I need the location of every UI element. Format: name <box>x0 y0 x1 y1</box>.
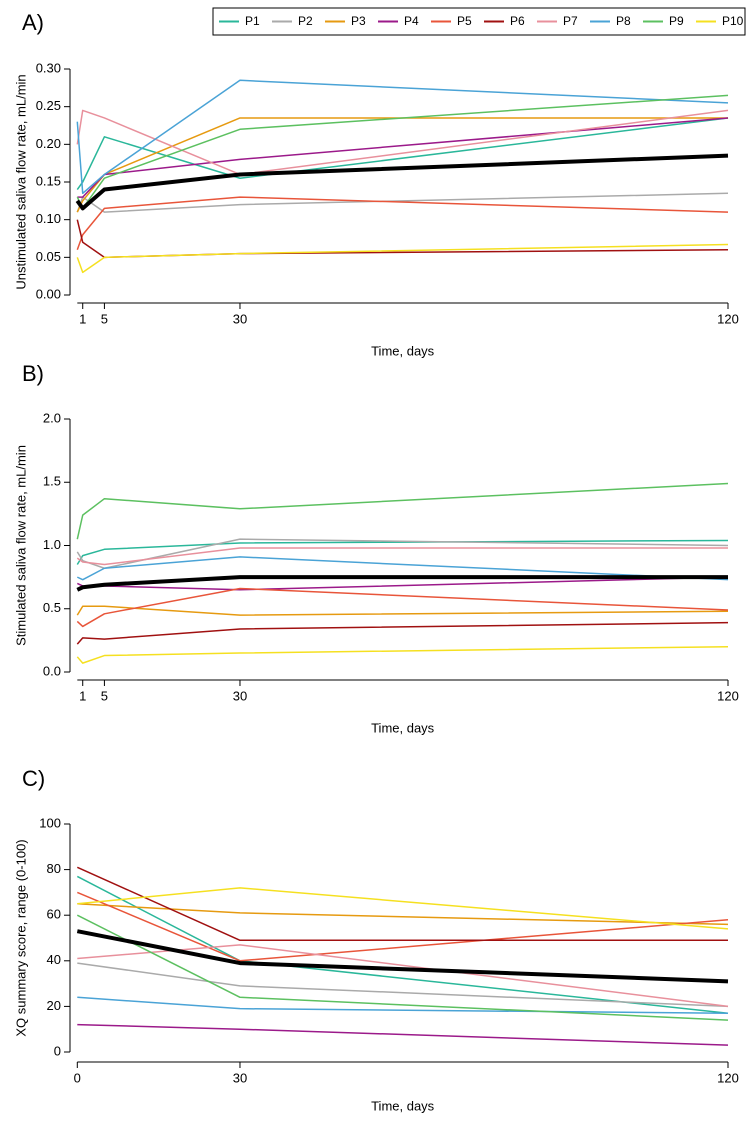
series-line <box>77 887 729 930</box>
y-tick-label: 0.10 <box>36 211 61 226</box>
series-line <box>77 996 729 1014</box>
y-axis-label: XQ summary score, range (0-100) <box>13 839 28 1036</box>
panel-title: C) <box>22 766 45 791</box>
y-tick-label: 20 <box>47 998 61 1013</box>
x-tick-label: 0 <box>74 1070 81 1085</box>
series-line <box>76 192 729 213</box>
legend-label: P6 <box>510 14 525 28</box>
series-line <box>77 1023 729 1046</box>
x-axis-label: Time, days <box>371 1098 435 1113</box>
series-line <box>76 605 729 616</box>
legend-label: P8 <box>616 14 631 28</box>
series-line <box>76 621 729 645</box>
mean-line <box>75 153 729 211</box>
x-tick-label: 30 <box>233 688 247 703</box>
series-line <box>76 556 729 581</box>
legend-label: P10 <box>722 14 744 28</box>
y-tick-label: 60 <box>47 907 61 922</box>
y-tick-label: 80 <box>47 861 61 876</box>
series-line <box>76 219 729 259</box>
y-axis-label: Stimulated saliva flow rate, mL/min <box>13 445 28 646</box>
legend-box <box>212 7 746 36</box>
x-tick-label: 5 <box>101 688 108 703</box>
y-tick-label: 0.30 <box>36 60 61 75</box>
y-tick-label: 0.20 <box>36 136 61 151</box>
series-line <box>77 891 729 962</box>
series-line <box>76 117 729 190</box>
y-tick-label: 0.25 <box>36 98 61 113</box>
series-line <box>77 962 729 1008</box>
legend-label: P7 <box>563 14 578 28</box>
x-axis-label: Time, days <box>371 343 435 358</box>
mean-line <box>76 575 728 592</box>
x-tick-label: 30 <box>233 311 247 326</box>
series-line <box>77 944 729 1008</box>
y-tick-label: 0.0 <box>43 663 61 678</box>
series-line <box>76 645 729 664</box>
legend-label: P2 <box>298 14 313 28</box>
x-tick-label: 30 <box>233 1070 247 1085</box>
y-tick-label: 0.05 <box>36 249 61 264</box>
x-tick-label: 1 <box>79 311 86 326</box>
series-line <box>76 482 729 540</box>
series-line <box>76 587 729 628</box>
x-axis-label: Time, days <box>371 720 435 735</box>
panel-title: A) <box>22 10 44 35</box>
x-tick-label: 1 <box>79 688 86 703</box>
series-line <box>76 94 729 210</box>
series-line <box>76 79 729 195</box>
y-tick-label: 1.0 <box>43 537 61 552</box>
legend-label: P4 <box>404 14 419 28</box>
y-tick-label: 100 <box>39 815 61 830</box>
y-tick-label: 2.0 <box>43 410 61 425</box>
y-tick-label: 0 <box>54 1043 61 1058</box>
legend-label: P1 <box>245 14 260 28</box>
series-line <box>76 547 728 566</box>
series-line <box>77 903 729 926</box>
x-tick-label: 120 <box>717 311 739 326</box>
x-tick-label: 120 <box>717 688 739 703</box>
x-tick-label: 5 <box>101 311 108 326</box>
y-tick-label: 0.5 <box>43 600 61 615</box>
series-line <box>76 196 729 251</box>
legend-label: P5 <box>457 14 472 28</box>
y-tick-label: 1.5 <box>43 474 61 489</box>
legend-label: P3 <box>351 14 366 28</box>
y-tick-label: 0.00 <box>36 286 61 301</box>
y-tick-label: 40 <box>47 952 61 967</box>
series-line <box>76 117 728 213</box>
x-tick-label: 120 <box>717 1070 739 1085</box>
series-line <box>76 109 729 176</box>
y-tick-label: 0.15 <box>36 173 61 188</box>
series-line <box>76 243 729 274</box>
series-line <box>76 866 728 942</box>
mean-line <box>76 929 729 984</box>
legend-label: P9 <box>669 14 684 28</box>
panel-title: B) <box>22 361 44 386</box>
y-axis-label: Unstimulated saliva flow rate, mL/min <box>13 74 28 289</box>
